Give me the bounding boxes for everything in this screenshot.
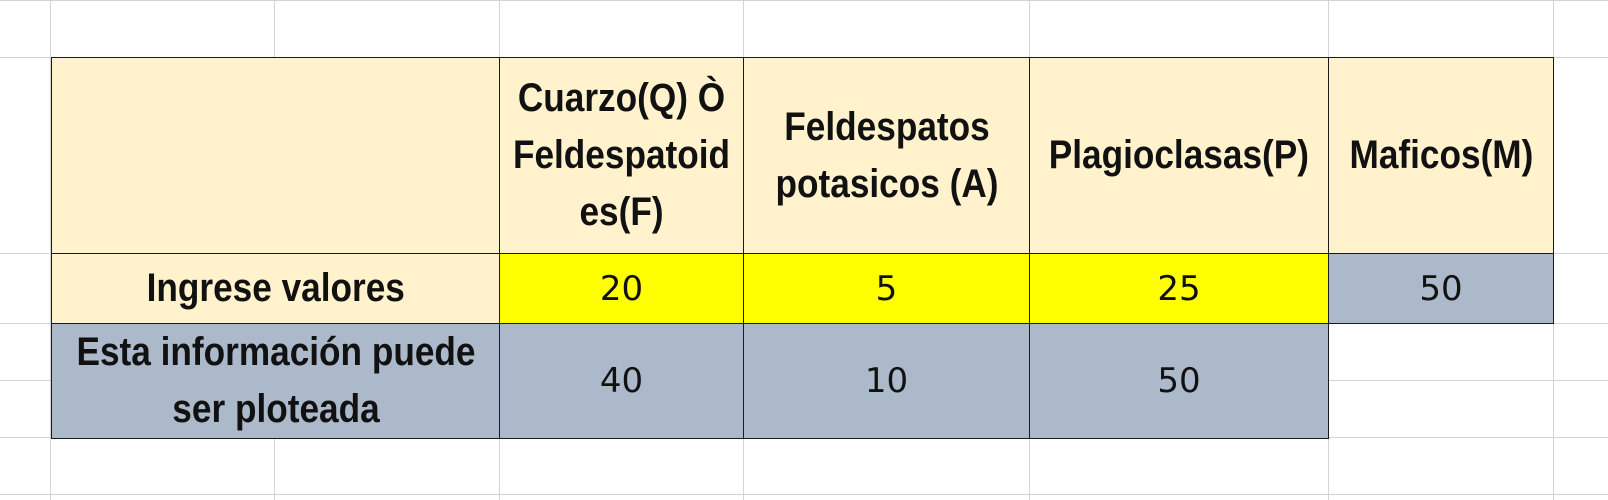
plot-row-label: Esta información puede ser ploteada xyxy=(75,330,475,431)
header-cell-quartz[interactable]: Cuarzo(Q) Ò Feldespatoid es(F) xyxy=(499,57,744,254)
header-cell-blank[interactable] xyxy=(51,57,500,254)
plot-cell-feldspar[interactable]: 10 xyxy=(743,323,1030,439)
input-row-label: Ingrese valores xyxy=(146,266,405,310)
input-cell-quartz[interactable]: 20 xyxy=(499,253,744,324)
gridline xyxy=(0,494,1608,495)
gridline xyxy=(50,0,51,500)
plot-cell-plagioclase[interactable]: 50 xyxy=(1029,323,1329,439)
header-cell-plagioclase[interactable]: Plagioclasas(P) xyxy=(1029,57,1329,254)
plot-cell-quartz[interactable]: 40 xyxy=(499,323,744,439)
gridline xyxy=(0,0,1608,1)
plot-feldspar-value: 10 xyxy=(864,361,909,401)
input-mafic-value: 50 xyxy=(1419,268,1463,309)
header-plagioclase-label: Plagioclasas(P) xyxy=(1048,133,1310,177)
plot-row-label-cell[interactable]: Esta información puede ser ploteada xyxy=(51,323,500,439)
plot-plagioclase-value: 50 xyxy=(1157,361,1201,401)
input-cell-feldspar[interactable]: 5 xyxy=(743,253,1030,324)
header-mafic-label: Maficos(M) xyxy=(1349,133,1533,177)
header-feldspar-label: Feldespatos potasicos (A) xyxy=(775,104,998,206)
header-cell-mafic[interactable]: Maficos(M) xyxy=(1328,57,1554,254)
plot-quartz-value: 40 xyxy=(599,361,644,401)
input-cell-plagioclase[interactable]: 25 xyxy=(1029,253,1329,324)
input-plagioclase-value: 25 xyxy=(1157,268,1201,309)
header-cell-feldspar[interactable]: Feldespatos potasicos (A) xyxy=(743,57,1030,254)
input-cell-mafic[interactable]: 50 xyxy=(1328,253,1554,324)
input-feldspar-value: 5 xyxy=(875,268,898,309)
input-quartz-value: 20 xyxy=(599,268,644,309)
input-row-label-cell[interactable]: Ingrese valores xyxy=(51,253,500,324)
header-quartz-label: Cuarzo(Q) Ò Feldespatoid es(F) xyxy=(512,76,731,234)
